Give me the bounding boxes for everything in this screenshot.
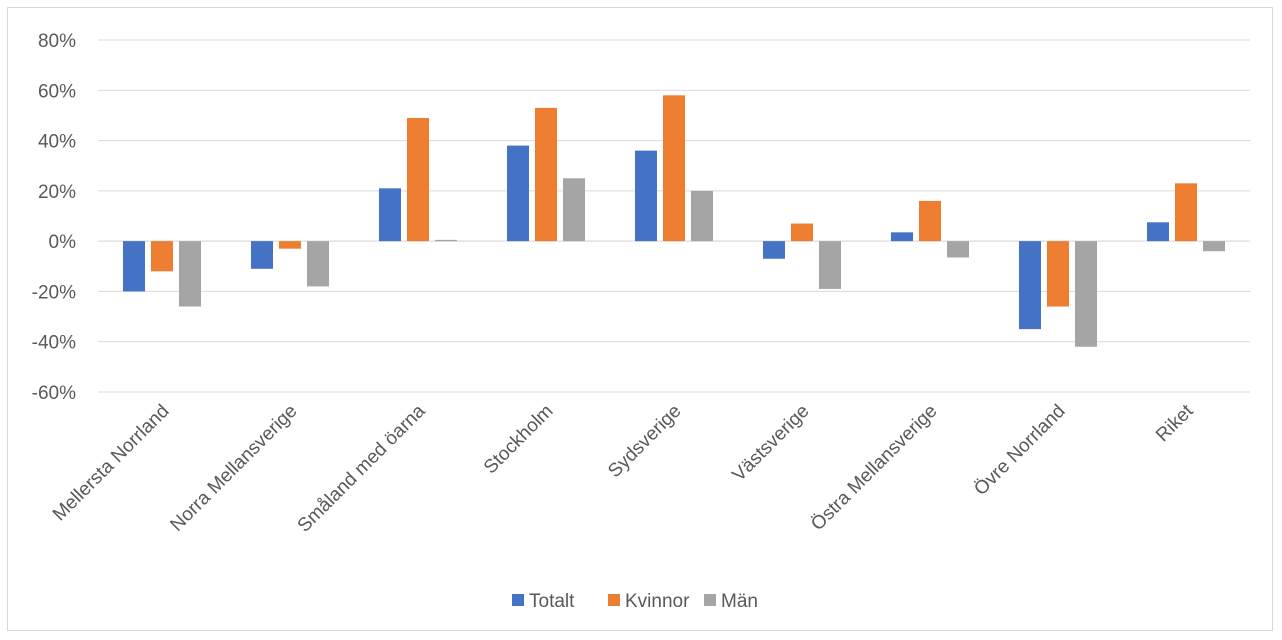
bar-totalt-4 (635, 150, 657, 242)
x-tick-label: Sydsverige (604, 401, 685, 482)
bar-kvinnor-4 (663, 95, 685, 242)
bar-kvinnor-7 (1047, 241, 1069, 307)
bar-totalt-0 (123, 241, 145, 292)
bar-kvinnor-2 (407, 117, 429, 242)
bar-kvinnor-0 (151, 241, 173, 272)
x-tick-label: Övre Norrland (970, 401, 1069, 500)
legend-swatch-totalt (512, 594, 524, 606)
legend: Totalt Kvinnor Män (512, 591, 758, 612)
x-tick-label: Västsverige (728, 401, 813, 486)
legend-label: Kvinnor (625, 591, 690, 612)
bar-totalt-5 (763, 241, 785, 259)
bar-m-n-4 (691, 190, 713, 242)
x-tick-label: Mellersta Norrland (49, 401, 174, 526)
bar-m-n-0 (179, 241, 201, 307)
x-tick-label: Riket (1152, 400, 1198, 446)
y-tick-label: -60% (32, 383, 76, 404)
legend-swatch-m-n (704, 594, 716, 606)
x-tick-label: Stockholm (480, 401, 558, 479)
bar-m-n-2 (435, 239, 457, 242)
y-tick-label: 20% (38, 182, 76, 203)
y-tick-label: -40% (32, 333, 76, 354)
bar-m-n-1 (307, 241, 329, 287)
bar-m-n-8 (1203, 241, 1225, 252)
bar-totalt-2 (379, 188, 401, 242)
y-tick-label: 80% (38, 31, 76, 52)
bar-totalt-3 (507, 145, 529, 242)
bar-totalt-6 (891, 232, 913, 242)
y-axis-labels: 80% 60% 40% 20% 0% -20% -40% -60% (32, 31, 76, 404)
legend-swatch-kvinnor (608, 594, 620, 606)
y-tick-label: 40% (38, 132, 76, 153)
x-tick-label: Östra Mellansverige (807, 401, 941, 535)
x-tick-label: Småland med öarna (294, 400, 430, 536)
bar-kvinnor-8 (1175, 183, 1197, 242)
bar-m-n-7 (1075, 241, 1097, 347)
bar-kvinnor-1 (279, 241, 301, 249)
y-tick-label: 60% (38, 81, 76, 102)
bar-m-n-5 (819, 241, 841, 289)
bar-m-n-6 (947, 241, 969, 258)
bar-totalt-1 (251, 241, 273, 269)
chart-frame (7, 7, 1273, 631)
bar-kvinnor-6 (919, 200, 941, 242)
y-tick-label: 0% (49, 232, 77, 253)
bar-kvinnor-3 (535, 107, 557, 242)
bar-totalt-8 (1147, 222, 1169, 242)
legend-label: Män (721, 591, 758, 612)
bar-m-n-3 (563, 178, 585, 242)
x-tick-label: Norra Mellansverige (166, 401, 301, 536)
bars (123, 95, 1225, 347)
legend-label: Totalt (529, 591, 575, 612)
bar-kvinnor-5 (791, 223, 813, 242)
y-tick-label: -20% (32, 282, 76, 303)
bar-totalt-7 (1019, 241, 1041, 330)
